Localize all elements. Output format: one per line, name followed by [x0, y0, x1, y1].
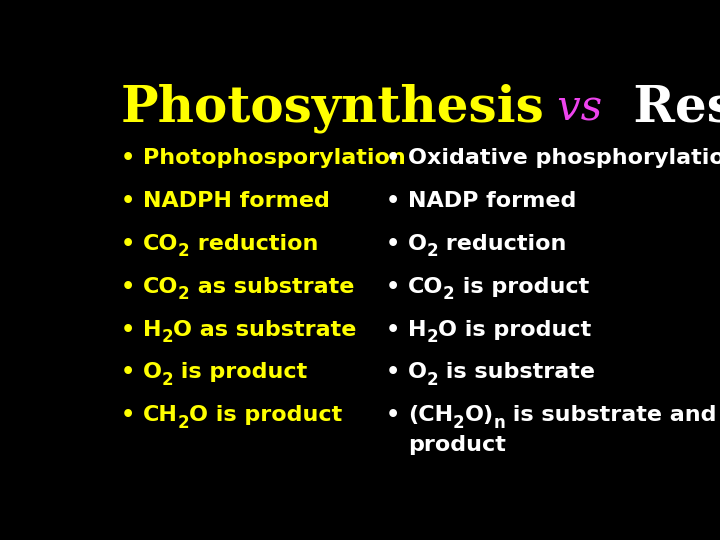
- Text: CO: CO: [143, 234, 178, 254]
- Text: Oxidative phosphorylation: Oxidative phosphorylation: [408, 148, 720, 168]
- Text: 2: 2: [427, 371, 438, 389]
- Text: is substrate: is substrate: [438, 362, 595, 382]
- Text: 2: 2: [161, 328, 173, 346]
- Text: is product: is product: [174, 362, 307, 382]
- Text: n: n: [494, 414, 505, 432]
- Text: O: O: [408, 234, 427, 254]
- Text: O: O: [408, 362, 427, 382]
- Text: H: H: [408, 320, 426, 340]
- Text: Photosynthesis: Photosynthesis: [121, 84, 544, 133]
- Text: O is product: O is product: [189, 406, 343, 426]
- Text: •: •: [121, 277, 143, 297]
- Text: is substrate and: is substrate and: [505, 406, 717, 426]
- Text: product: product: [408, 435, 505, 455]
- Text: •: •: [121, 191, 143, 211]
- Text: as substrate: as substrate: [189, 277, 354, 297]
- Text: CO: CO: [143, 277, 178, 297]
- Text: O): O): [464, 406, 494, 426]
- Text: •: •: [121, 148, 143, 168]
- Text: reduction: reduction: [438, 234, 567, 254]
- Text: •: •: [386, 148, 408, 168]
- Text: O as substrate: O as substrate: [173, 320, 356, 340]
- Text: NADPH formed: NADPH formed: [143, 191, 330, 211]
- Text: •: •: [121, 406, 143, 426]
- Text: reduction: reduction: [189, 234, 318, 254]
- Text: 2: 2: [427, 242, 438, 260]
- Text: •: •: [386, 191, 408, 211]
- Text: 2: 2: [178, 414, 189, 432]
- Text: is product: is product: [455, 277, 589, 297]
- Text: 2: 2: [162, 371, 174, 389]
- Text: Photophosporylation: Photophosporylation: [143, 148, 405, 168]
- Text: H: H: [143, 320, 161, 340]
- Text: (CH: (CH: [408, 406, 453, 426]
- Text: 2: 2: [453, 414, 464, 432]
- Text: 2: 2: [178, 242, 189, 260]
- Text: •: •: [121, 362, 143, 382]
- Text: NADP formed: NADP formed: [408, 191, 576, 211]
- Text: CO: CO: [408, 277, 443, 297]
- Text: •: •: [386, 406, 408, 426]
- Text: O is product: O is product: [438, 320, 591, 340]
- Text: •: •: [386, 277, 408, 297]
- Text: •: •: [386, 320, 408, 340]
- Text: Respiration: Respiration: [616, 84, 720, 133]
- Text: •: •: [121, 234, 143, 254]
- Text: •: •: [386, 362, 408, 382]
- Text: 2: 2: [426, 328, 438, 346]
- Text: vs: vs: [544, 87, 616, 130]
- Text: •: •: [386, 234, 408, 254]
- Text: 2: 2: [178, 285, 189, 303]
- Text: 2: 2: [443, 285, 455, 303]
- Text: CH: CH: [143, 406, 178, 426]
- Text: O: O: [143, 362, 162, 382]
- Text: •: •: [121, 320, 143, 340]
